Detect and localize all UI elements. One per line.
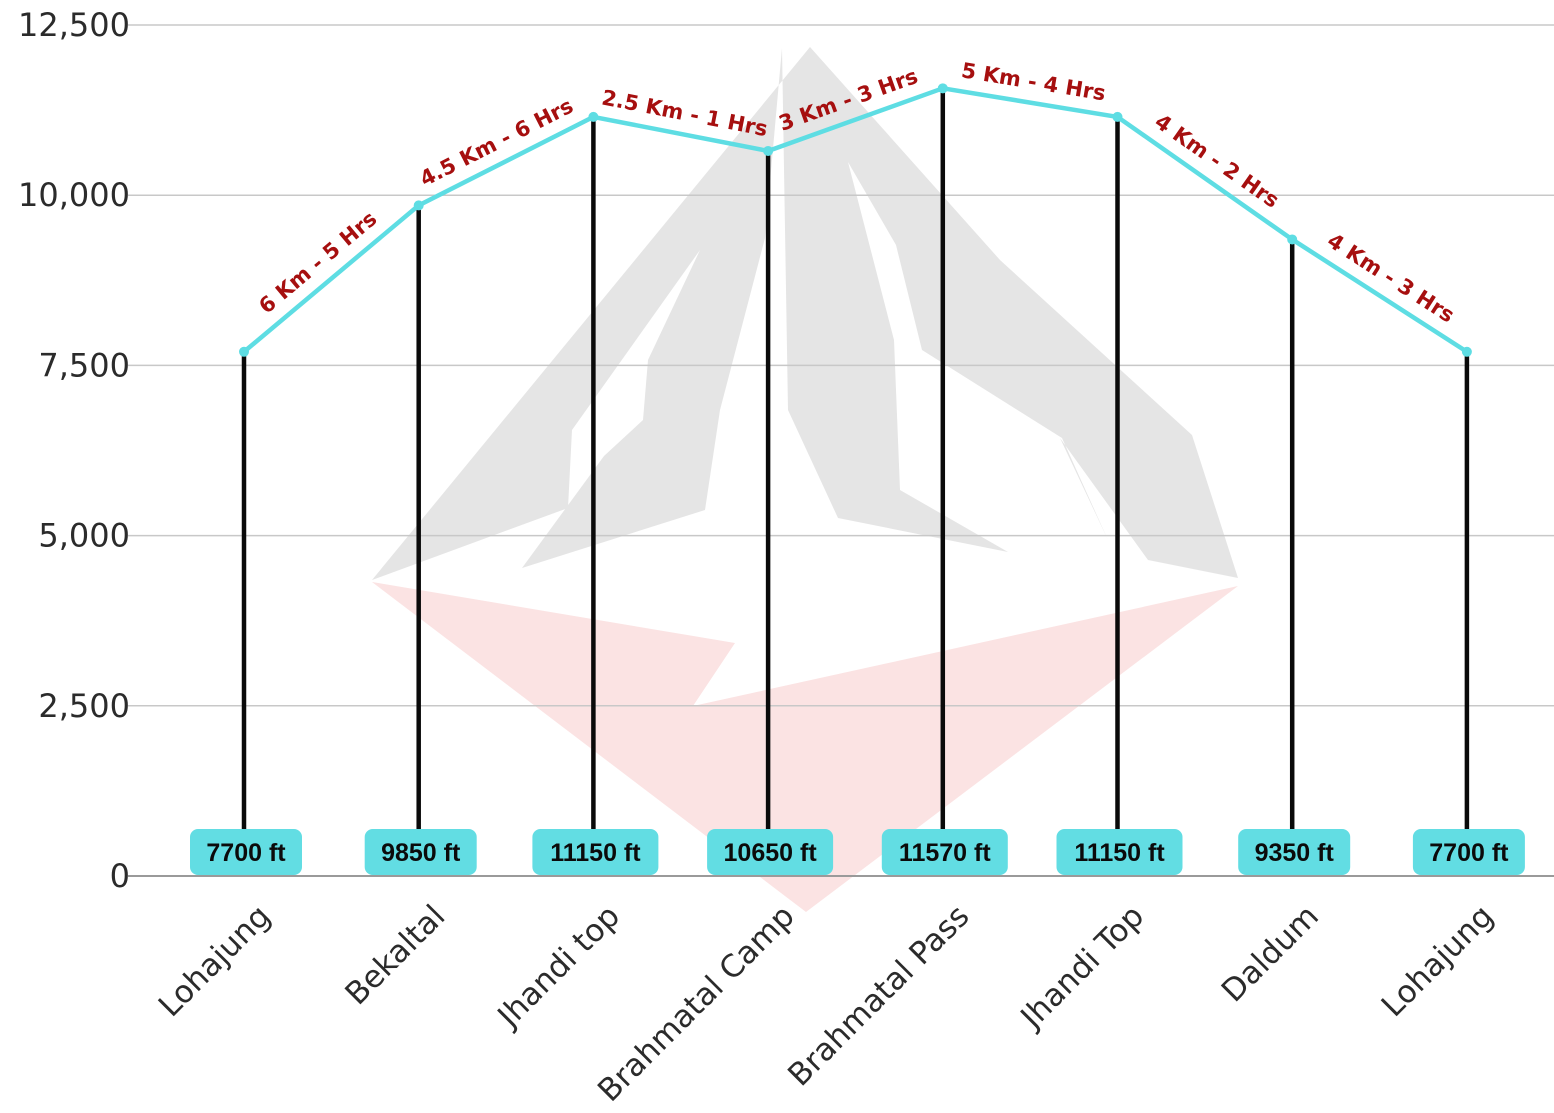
elevation-badge: 11570 ft bbox=[881, 829, 1008, 875]
badge-background bbox=[364, 829, 477, 875]
y-tick-label: 5,000 bbox=[38, 517, 130, 555]
y-axis-ticks: 0 2,500 5,000 7,500 10,000 12,500 bbox=[18, 6, 130, 895]
segment-distance-label: 5 Km - 4 Hrs bbox=[960, 58, 1108, 105]
gridlines bbox=[128, 24, 1554, 877]
elevation-stems bbox=[241, 88, 1470, 848]
badge-value-label: 11150 ft bbox=[550, 839, 641, 867]
badge-value-label: 10650 ft bbox=[724, 839, 818, 867]
x-tick-label: Jhandi Top bbox=[1013, 898, 1152, 1037]
elevation-badge: 9350 ft bbox=[1238, 829, 1351, 875]
elevation-point bbox=[239, 346, 249, 357]
x-tick-label: Bekaltal bbox=[338, 898, 452, 1012]
badge-background bbox=[1056, 829, 1183, 875]
badge-value-label: 9850 ft bbox=[381, 839, 461, 867]
badge-background bbox=[1238, 829, 1351, 875]
y-tick-label: 0 bbox=[110, 857, 130, 895]
x-tick-label: Brahmatal Pass bbox=[781, 898, 976, 1093]
elevation-badge: 11150 ft bbox=[532, 829, 659, 875]
elevation-point bbox=[588, 111, 599, 122]
badge-value-label: 7700 ft bbox=[1429, 839, 1509, 867]
y-tick-label: 10,000 bbox=[18, 176, 130, 214]
y-tick-label: 7,500 bbox=[38, 346, 130, 384]
badge-background bbox=[707, 829, 834, 875]
segment-distance-label: 4 Km - 3 Hrs bbox=[1323, 228, 1459, 327]
x-tick-label: Brahmatal Camp bbox=[591, 898, 802, 1109]
badge-value-label: 11150 ft bbox=[1074, 839, 1165, 867]
badge-value-label: 9350 ft bbox=[1255, 839, 1335, 867]
x-tick-label: Daldum bbox=[1215, 898, 1326, 1009]
elevation-badge: 9850 ft bbox=[364, 829, 477, 875]
badge-background bbox=[532, 829, 659, 875]
badge-background bbox=[1412, 829, 1525, 875]
elevation-line bbox=[242, 86, 1469, 354]
elevation-badge: 10650 ft bbox=[707, 829, 834, 875]
badge-value-label: 11570 ft bbox=[899, 839, 991, 867]
segment-distance-label: 4.5 Km - 6 Hrs bbox=[416, 94, 577, 191]
elevation-point bbox=[413, 200, 424, 211]
elevation-points bbox=[239, 83, 1472, 357]
elevation-point bbox=[937, 83, 948, 94]
elevation-point bbox=[1112, 111, 1123, 122]
value-badges: 7700 ft 9850 ft 11150 ft 10650 ft 11570 ft 11… bbox=[190, 829, 1525, 875]
elevation-point bbox=[1287, 234, 1298, 245]
x-tick-label: Lohajung bbox=[1375, 898, 1501, 1024]
segment-distance-label: 6 Km - 5 Hrs bbox=[254, 206, 381, 318]
x-tick-label: Lohajung bbox=[152, 898, 278, 1024]
elevation-point bbox=[1461, 346, 1472, 357]
mountain-watermark bbox=[372, 47, 1238, 912]
elevation-badge: 11150 ft bbox=[1056, 829, 1183, 875]
x-tick-label: Jhandi top bbox=[490, 898, 627, 1035]
elevation-badge: 7700 ft bbox=[190, 829, 302, 875]
y-tick-label: 12,500 bbox=[18, 6, 130, 44]
badge-background bbox=[190, 829, 302, 875]
segment-distance-label: 4 Km - 2 Hrs bbox=[1150, 109, 1283, 212]
watermark-mountain bbox=[372, 47, 1238, 580]
elevation-point bbox=[763, 145, 774, 156]
watermark-base bbox=[372, 582, 1238, 912]
badge-background bbox=[881, 829, 1008, 875]
y-tick-label: 2,500 bbox=[38, 687, 130, 725]
elevation-badge: 7700 ft bbox=[1412, 829, 1525, 875]
badge-value-label: 7700 ft bbox=[206, 839, 286, 867]
